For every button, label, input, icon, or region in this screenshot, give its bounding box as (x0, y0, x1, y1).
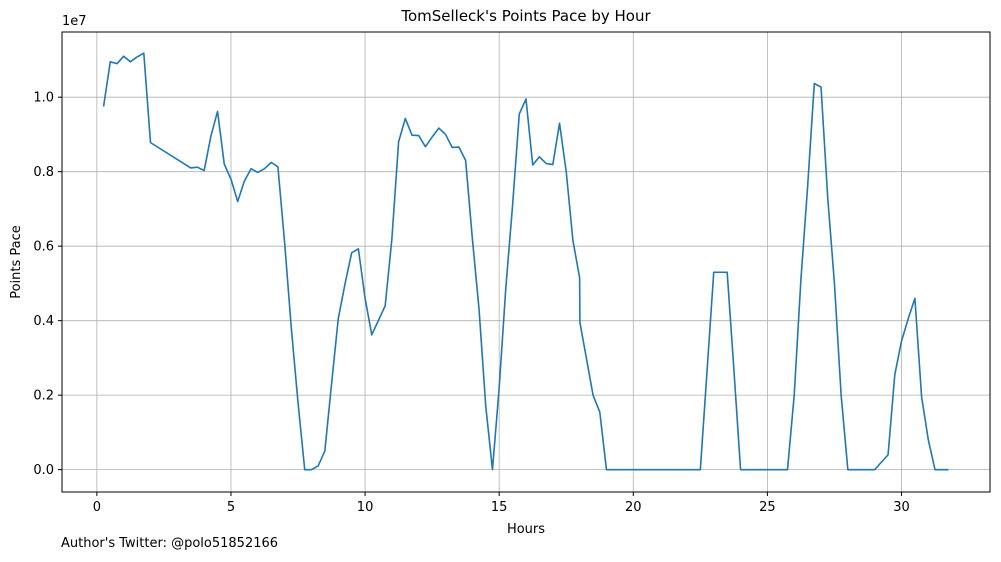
y-tick-label: 0.4 (33, 314, 54, 329)
x-tick-label: 25 (759, 500, 776, 515)
grid (62, 32, 990, 492)
y-tick-label: 1.0 (33, 91, 54, 106)
plot-area (62, 32, 990, 492)
x-axis: 0 5 10 15 20 25 30 (93, 492, 910, 515)
x-tick-label: 30 (893, 500, 910, 515)
y-axis-label: Points Pace (9, 225, 24, 299)
x-tick-label: 20 (625, 500, 642, 515)
y-axis: 0.0 0.2 0.4 0.6 0.8 1.0 (33, 91, 62, 478)
y-tick-label: 0.6 (33, 240, 54, 255)
x-tick-label: 10 (357, 500, 374, 515)
author-twitter-note: Author's Twitter: @polo51852166 (61, 536, 279, 551)
x-tick-label: 15 (491, 500, 508, 515)
x-axis-label: Hours (507, 522, 545, 537)
y-tick-label: 0.2 (33, 389, 54, 404)
y-tick-label: 0.0 (33, 463, 54, 478)
x-tick-label: 5 (227, 500, 235, 515)
y-tick-label: 0.8 (33, 165, 54, 180)
x-tick-label: 0 (93, 500, 101, 515)
series-line (102, 52, 949, 471)
plot-frame (61, 31, 991, 493)
y-offset-label: 1e7 (62, 14, 87, 29)
chart-title: TomSelleck's Points Pace by Hour (400, 7, 651, 25)
series-layer (102, 52, 949, 471)
